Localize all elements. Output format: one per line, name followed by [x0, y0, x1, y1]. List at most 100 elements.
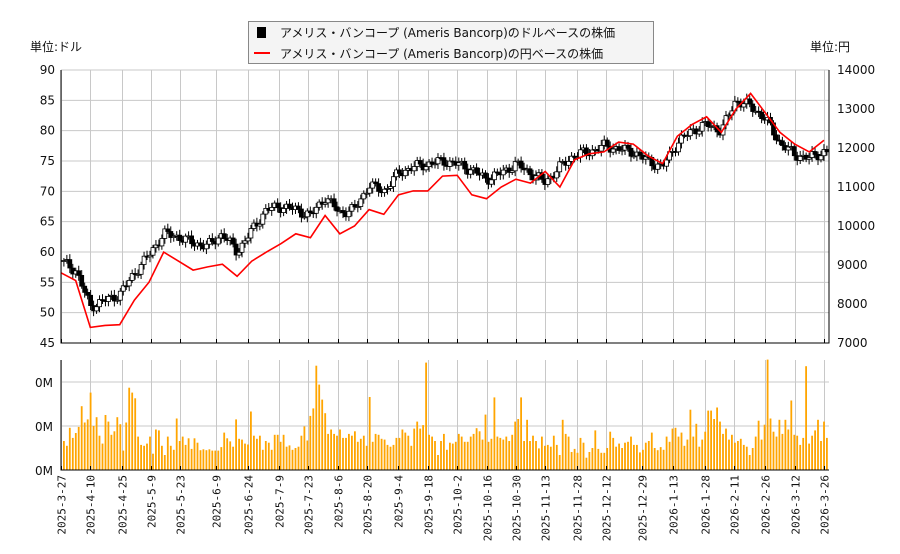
volume-bar	[244, 443, 246, 470]
right-tick-label: 7000	[837, 336, 868, 350]
volume-bar	[238, 438, 240, 470]
candlestick	[233, 238, 239, 261]
candlestick	[791, 143, 797, 161]
volume-bar	[621, 448, 623, 470]
volume-bar	[232, 446, 234, 470]
volume-bar	[650, 432, 653, 470]
volume-bar	[253, 435, 255, 470]
x-tick-label: 2025-12-29	[637, 475, 650, 541]
volume-bar	[576, 452, 579, 470]
candlestick	[774, 130, 779, 145]
volume-bar	[766, 359, 769, 470]
x-tick-label: 2026-2-11	[729, 475, 742, 535]
volume-bar	[535, 441, 537, 470]
volume-bar	[143, 445, 145, 470]
candlestick	[275, 198, 281, 213]
candlestick	[126, 276, 132, 292]
volume-bar	[710, 410, 712, 470]
volume-bar	[413, 428, 416, 470]
volume-bar	[187, 438, 190, 470]
volume-bar	[309, 415, 312, 470]
candlestick	[441, 152, 447, 171]
volume-bar	[555, 444, 558, 470]
volume-bar	[229, 441, 232, 470]
volume-bar	[701, 439, 704, 470]
volume-bar	[291, 449, 294, 470]
candlestick	[376, 178, 382, 197]
candlestick	[316, 199, 322, 211]
volume-bar	[256, 438, 258, 470]
volume-bar	[377, 434, 380, 470]
candlestick	[295, 202, 301, 214]
candlestick	[812, 147, 818, 159]
x-tick-label: 2025-5-9	[146, 475, 159, 528]
volume-bar	[80, 406, 83, 470]
x-tick-label: 2025-7-9	[274, 475, 287, 528]
x-tick-label: 2025-10-30	[511, 475, 524, 541]
volume-bar	[745, 446, 748, 470]
jpy-price-line	[60, 92, 825, 329]
candlestick	[429, 157, 435, 169]
volume-bar	[226, 438, 229, 470]
candlestick	[177, 229, 183, 246]
candlestick	[584, 144, 589, 160]
volume-bar	[146, 443, 148, 470]
candlestick	[352, 199, 358, 210]
candlestick	[248, 224, 254, 244]
volume-bar	[585, 457, 588, 470]
volume-bar	[656, 450, 659, 470]
volume-bar	[484, 414, 487, 470]
x-tick-label: 2026-3-12	[790, 475, 803, 535]
volume-bar	[808, 443, 810, 470]
volume-bar	[668, 441, 671, 470]
volume-bar	[546, 444, 549, 470]
candlestick	[239, 240, 245, 258]
volume-bar	[261, 449, 264, 470]
volume-bars	[63, 359, 828, 470]
volume-bar	[288, 445, 291, 470]
volume-bar	[573, 448, 576, 470]
candlestick	[189, 230, 195, 249]
volume-bar	[158, 430, 160, 470]
candlestick	[676, 137, 681, 156]
volume-bar	[748, 455, 751, 470]
right-tick-label: 14000	[837, 63, 875, 77]
candlestick	[349, 201, 355, 217]
candlestick	[468, 164, 474, 179]
volume-bar	[107, 421, 110, 470]
candlestick	[747, 95, 753, 108]
candlestick	[76, 265, 82, 281]
right-tick-label: 10000	[837, 219, 875, 233]
candlestick	[150, 244, 156, 259]
candlestick	[411, 161, 417, 176]
volume-bar	[529, 441, 531, 470]
x-tick-label: 2025-7-23	[303, 475, 316, 535]
volume-axes	[60, 360, 829, 471]
volume-bar	[110, 434, 113, 470]
volume-bar	[704, 431, 707, 470]
volume-bar	[190, 448, 193, 470]
volume-bar	[680, 432, 683, 470]
candlestick	[474, 163, 480, 176]
volume-bar	[567, 436, 570, 470]
candlestick	[304, 208, 310, 223]
volume-bar	[362, 435, 365, 470]
volume-bar	[395, 437, 398, 470]
candlestick	[506, 163, 512, 178]
candlestick	[112, 289, 117, 307]
volume-bar	[644, 442, 647, 470]
legend-box	[248, 21, 654, 64]
candlestick	[114, 296, 120, 304]
volume-bar	[419, 428, 422, 470]
volume-bar	[175, 418, 178, 470]
volume-bar	[98, 435, 101, 470]
candlestick	[171, 233, 177, 242]
volume-bar	[437, 455, 439, 470]
candlestick	[545, 173, 551, 188]
volume-bar	[594, 430, 597, 470]
candlestick	[135, 269, 141, 279]
volume-bar	[434, 441, 436, 470]
volume-bar	[784, 419, 787, 470]
volume-bar	[612, 437, 615, 470]
